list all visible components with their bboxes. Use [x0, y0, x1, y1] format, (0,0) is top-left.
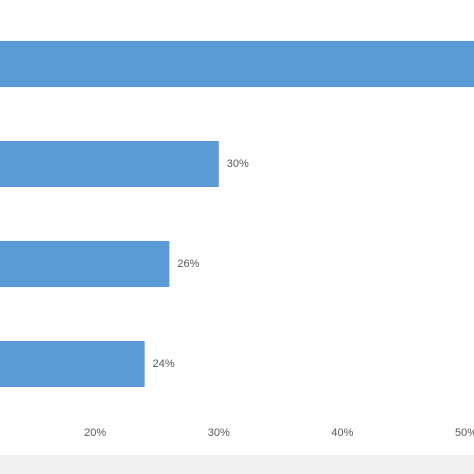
x-tick-label: 20% — [84, 427, 106, 439]
bar — [0, 341, 145, 387]
x-tick-label: 40% — [331, 427, 353, 439]
value-label: 24% — [153, 358, 175, 370]
bar — [0, 141, 219, 187]
value-label: 26% — [177, 258, 199, 270]
value-label: 30% — [227, 158, 249, 170]
x-tick-label: 30% — [208, 427, 230, 439]
scroll-strip — [0, 455, 474, 474]
x-tick-label: 50% — [455, 427, 474, 439]
bar — [0, 241, 170, 287]
bar — [0, 41, 474, 87]
